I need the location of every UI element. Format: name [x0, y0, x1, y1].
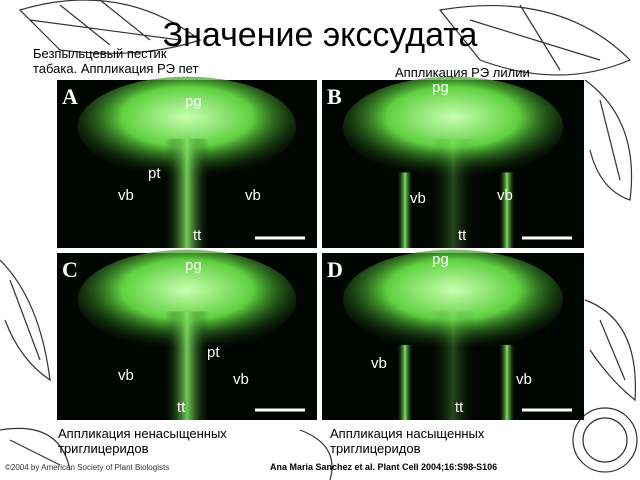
region-label: tt [193, 227, 202, 244]
region-label: vb [497, 187, 513, 204]
vascular-bundle [499, 344, 515, 420]
region-label: pg [185, 93, 202, 110]
region-label: vb [118, 187, 134, 204]
vascular-bundle [397, 344, 413, 420]
region-label: vb [371, 355, 387, 372]
tissue-glow [77, 249, 297, 350]
tissue-glow [77, 76, 297, 178]
panel-letter: B [327, 84, 342, 109]
region-label: vb [410, 190, 426, 207]
region-label: vb [245, 187, 261, 204]
tissue-stem [165, 138, 209, 248]
vascular-bundle [499, 172, 515, 248]
panel-letter: A [62, 84, 78, 109]
region-label: vb [516, 371, 532, 388]
copyright: ©2004 by American Society of Plant Biolo… [5, 463, 169, 472]
caption: Аппликация ненасыщенных триглицеридов [58, 426, 227, 456]
caption: Аппликация РЭ лилии [395, 65, 530, 80]
tissue-stem [431, 311, 475, 420]
panel-letter: C [62, 257, 78, 282]
region-label: pg [185, 257, 202, 274]
region-label: vb [233, 371, 249, 388]
panel-letter: D [327, 257, 343, 282]
region-label: vb [118, 367, 134, 384]
tissue-glow [342, 249, 564, 350]
tissue-stem [165, 311, 209, 420]
region-label: tt [177, 399, 186, 416]
region-label: pt [148, 165, 161, 182]
tissue-glow [342, 76, 564, 178]
region-label: tt [455, 399, 464, 416]
region-label: pg [432, 79, 449, 96]
caption: Аппликация насыщенных триглицеридов [330, 426, 485, 456]
citation: Ana Maria Sanchez et al. Plant Cell 2004… [270, 462, 497, 472]
region-label: pg [432, 251, 449, 268]
region-label: tt [458, 227, 467, 244]
vascular-bundle [397, 172, 413, 248]
region-label: pt [207, 344, 220, 361]
tissue-stem [431, 138, 475, 248]
caption: Безпыльцевый пестик табака. Аппликация РЭ… [33, 46, 198, 76]
slide-title: Значение экссудата [163, 16, 478, 54]
